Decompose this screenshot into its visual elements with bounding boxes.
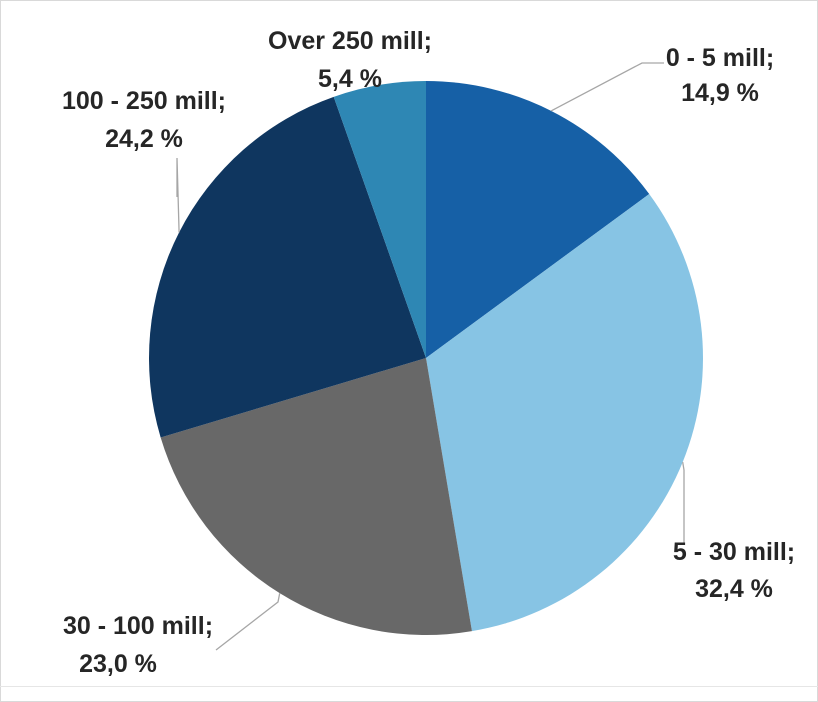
label-cat-3: 100 - 250 mill; [62,87,226,115]
label-val-2: 23,0 % [79,650,157,678]
leader-line-0 [550,62,664,112]
label-val-0: 14,9 % [681,79,759,107]
pie-slices [149,81,703,635]
pie-slice-1 [426,193,703,632]
leader-line-2 [215,593,281,651]
leader-line-1 [682,461,685,543]
pie-slice-3 [149,96,427,438]
pie-slice-0 [426,81,650,358]
label-cat-2: 30 - 100 mill; [63,612,213,640]
label-cat-4: Over 250 mill; [268,27,432,55]
pie-slice-2 [160,358,472,635]
label-val-3: 24,2 % [105,125,183,153]
label-cat-1: 5 - 30 mill; [673,538,795,566]
label-val-1: 32,4 % [695,575,773,603]
leader-line-3 [176,157,180,233]
pie-slice-4 [333,81,426,358]
label-val-4: 5,4 % [318,65,382,93]
frame-divider [0,686,818,687]
data-labels: 0 - 5 mill; 14,9 % 5 - 30 mill; 32,4 % 3… [62,27,795,678]
leader-lines [176,62,685,651]
label-cat-0: 0 - 5 mill; [666,44,774,72]
